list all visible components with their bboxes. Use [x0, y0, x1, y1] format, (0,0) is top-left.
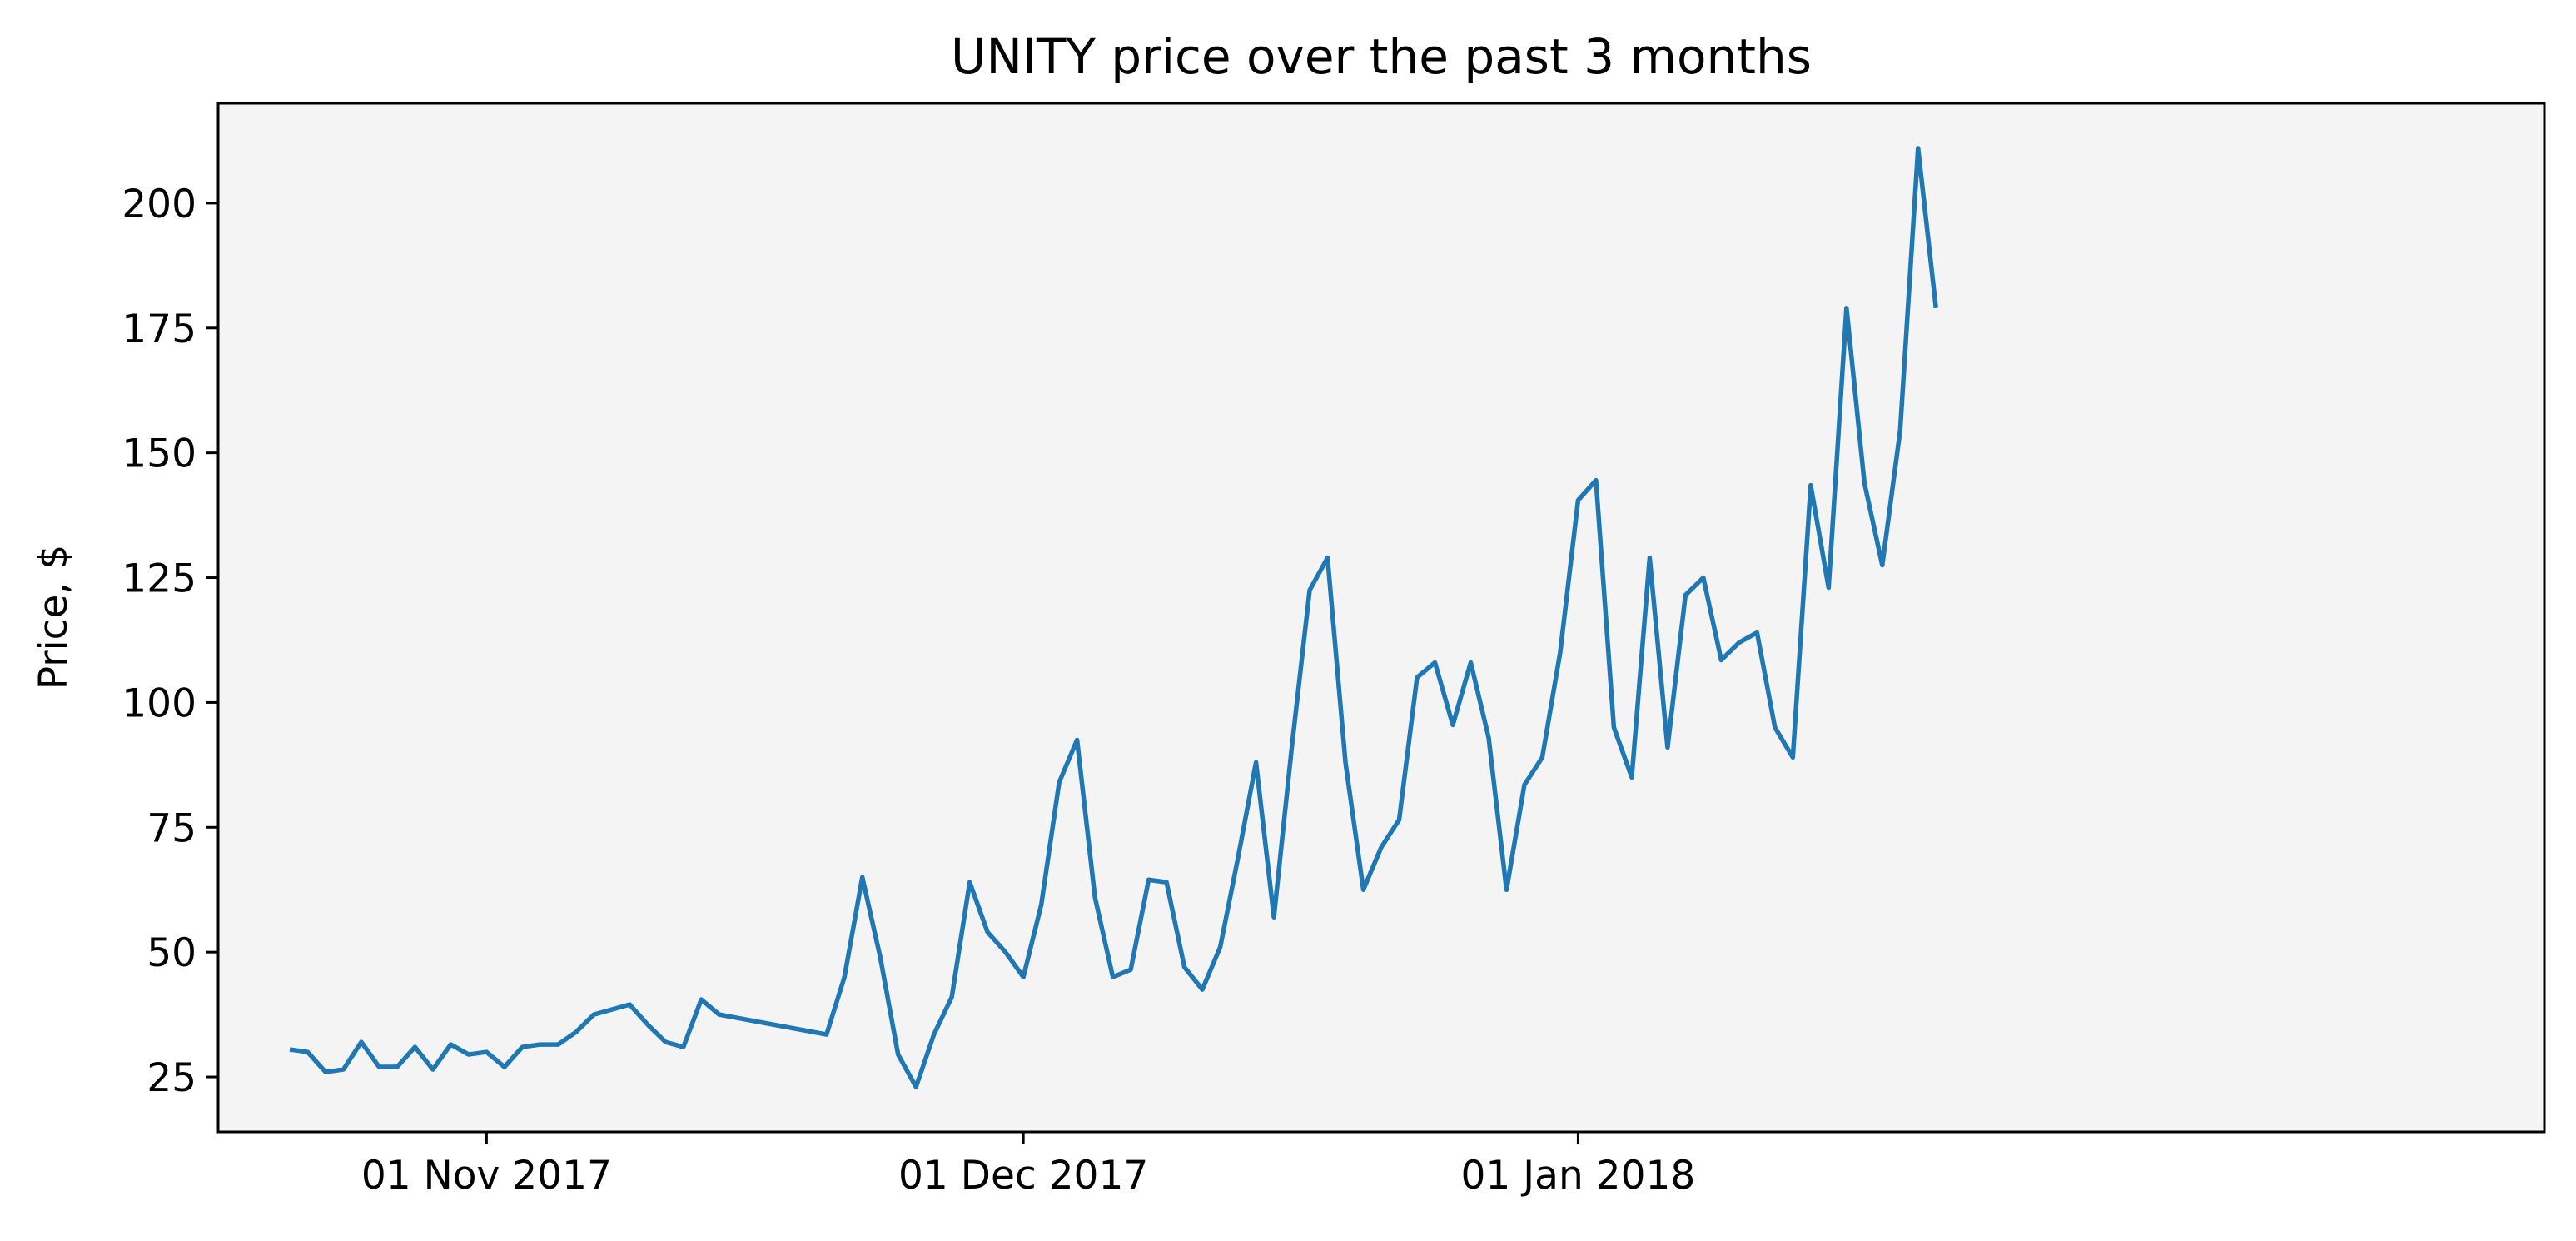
price-series-line: [289, 146, 1938, 1089]
y-tick-label: 150: [122, 431, 196, 477]
plot-area: [216, 102, 2546, 1134]
x-tick-label: 01 Dec 2017: [898, 1153, 1148, 1199]
x-tick-label: 01 Nov 2017: [361, 1153, 612, 1199]
chart-title: UNITY price over the past 3 months: [951, 28, 1812, 85]
x-tick-label: 01 Jan 2018: [1461, 1153, 1696, 1199]
y-tick-label: 50: [147, 930, 196, 976]
y-tick-label: 75: [147, 805, 196, 851]
x-axis: 01 Nov 2017 01 Dec 2017 01 Jan 2018: [361, 1132, 1695, 1199]
y-tick-label: 175: [122, 307, 196, 352]
y-axis: 25 50 75 100 125 150 175 200: [122, 182, 218, 1101]
y-axis-label: Price, $: [31, 545, 77, 690]
y-tick-label: 100: [122, 680, 196, 726]
y-tick-label: 200: [122, 182, 196, 227]
series-layer: [289, 146, 1938, 1089]
y-tick-label: 25: [147, 1055, 196, 1101]
y-tick-label: 125: [122, 556, 196, 602]
